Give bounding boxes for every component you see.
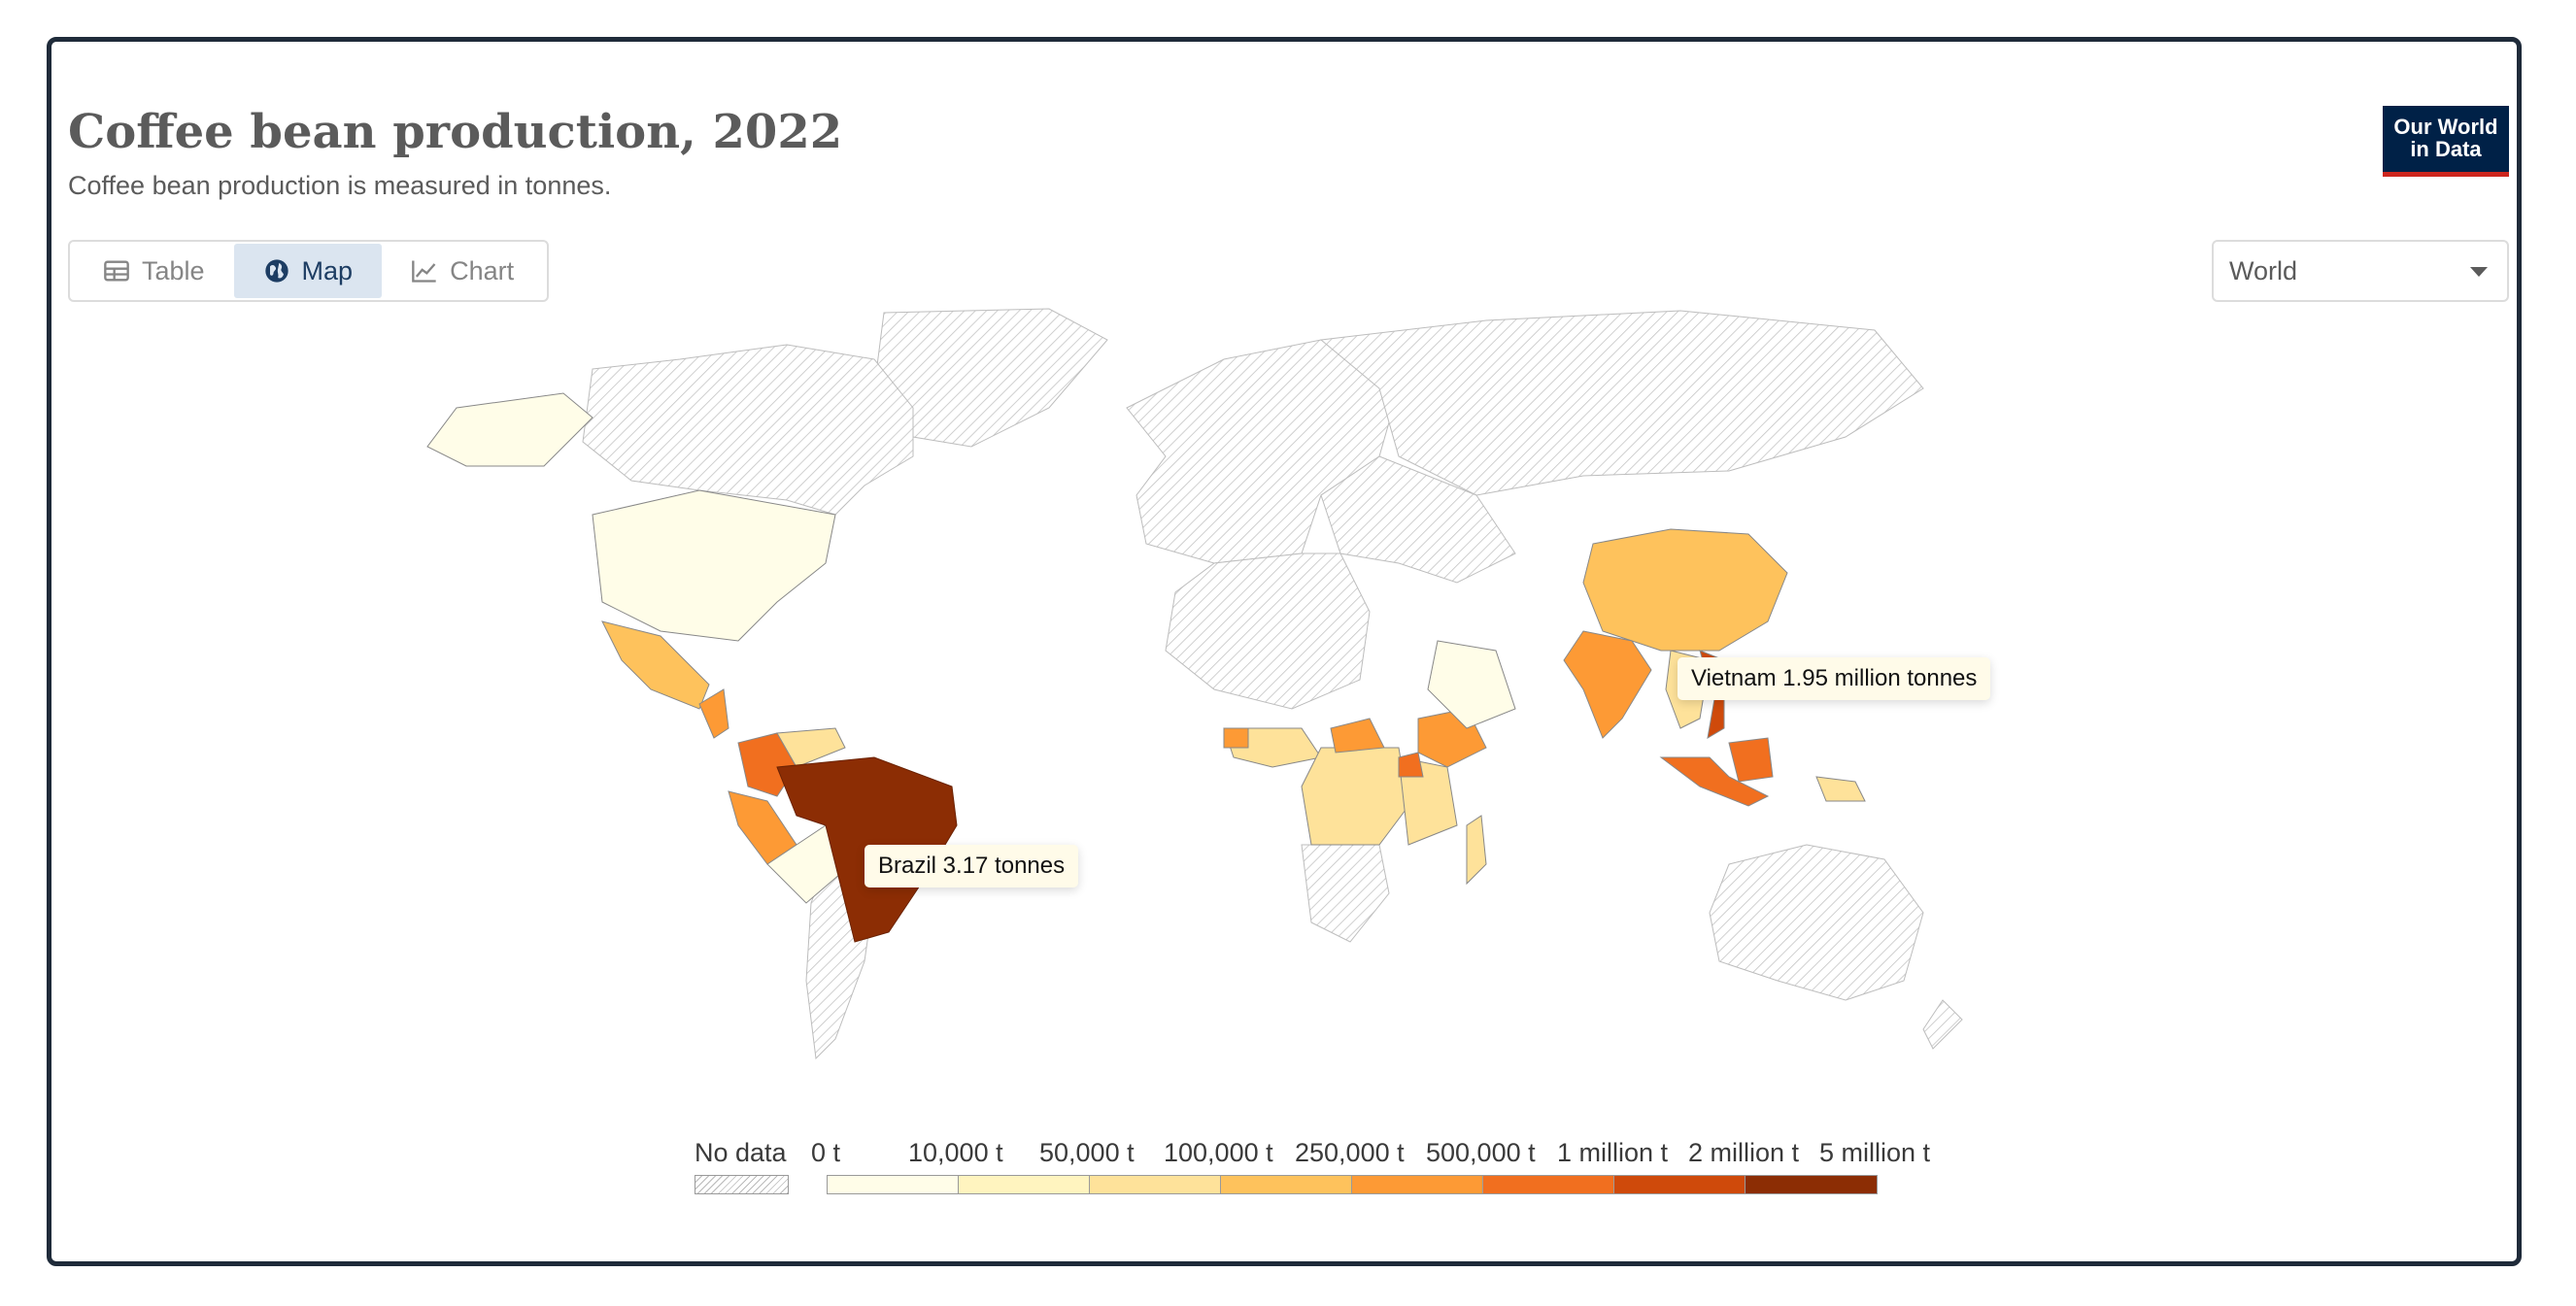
map-canada[interactable]: [582, 344, 914, 516]
logo-line-1: Our World: [2393, 115, 2498, 139]
legend-no-data-label: No data: [695, 1138, 787, 1167]
legend-bin-label: 1 million t: [1557, 1138, 1669, 1167]
legend-bin-label: 5 million t: [1819, 1138, 1931, 1167]
legend-bin-swatch[interactable]: [1090, 1176, 1221, 1193]
legend-bin-label: 10,000 t: [908, 1138, 1003, 1167]
legend-bin-swatch[interactable]: [1746, 1176, 1877, 1193]
page-subtitle: Coffee bean production is measured in to…: [68, 171, 612, 200]
line-chart-icon: [412, 260, 436, 283]
legend-bin-swatch[interactable]: [1352, 1176, 1483, 1193]
map-venezuela[interactable]: [776, 727, 846, 768]
legend-bin-label: 2 million t: [1688, 1138, 1800, 1167]
tab-map-label: Map: [301, 255, 354, 285]
view-tabs: Table Map Chart: [68, 240, 549, 302]
map-new-zealand[interactable]: [1922, 999, 1963, 1050]
map-arabia[interactable]: [1427, 640, 1516, 729]
map-southern-africa[interactable]: [1301, 844, 1390, 943]
tooltip-vietnam: Vietnam 1.95 million tonnes: [1678, 657, 1991, 700]
legend-no-data-swatch[interactable]: [695, 1175, 789, 1194]
legend-bin-label: 250,000 t: [1295, 1138, 1405, 1167]
tab-chart[interactable]: Chart: [382, 244, 543, 298]
owid-logo[interactable]: Our World in Data: [2383, 106, 2509, 177]
legend-bin-label: 0 t: [811, 1138, 841, 1167]
map-east-africa[interactable]: [1398, 756, 1458, 846]
map-india[interactable]: [1563, 630, 1652, 739]
legend-bin-label: 500,000 t: [1426, 1138, 1536, 1167]
map-russia[interactable]: [1319, 310, 1924, 496]
map-europe-africa-north[interactable]: [1126, 339, 1400, 564]
tooltip-brazil: Brazil 3.17 tonnes: [864, 845, 1079, 887]
tab-table-label: Table: [142, 255, 205, 285]
legend-bin-swatch[interactable]: [1614, 1176, 1746, 1193]
legend-bin-label: 50,000 t: [1039, 1138, 1135, 1167]
map-central-africa[interactable]: [1301, 747, 1409, 846]
tab-chart-label: Chart: [450, 255, 515, 285]
map-madagascar[interactable]: [1466, 815, 1487, 886]
globe-icon: [264, 259, 288, 283]
world-map[interactable]: [369, 301, 2215, 1126]
legend-bin-swatch[interactable]: [1221, 1176, 1352, 1193]
map-cote-d-ivoire[interactable]: [1223, 727, 1249, 749]
logo-line-2: in Data: [2410, 137, 2482, 161]
tab-table[interactable]: Table: [74, 244, 234, 298]
map-alaska[interactable]: [426, 392, 593, 467]
region-select-value: World: [2229, 255, 2298, 285]
legend-bin-swatch[interactable]: [828, 1176, 959, 1193]
map-middle-east-central-asia[interactable]: [1320, 455, 1516, 584]
map-borneo-sulawesi[interactable]: [1728, 737, 1774, 783]
map-mexico[interactable]: [601, 620, 710, 710]
region-select[interactable]: World: [2212, 240, 2509, 302]
legend-bin-label: 100,000 t: [1164, 1138, 1273, 1167]
page-title: Coffee bean production, 2022: [68, 105, 843, 159]
legend-color-bar: [827, 1175, 1878, 1194]
map-north-africa[interactable]: [1165, 553, 1371, 710]
map-indonesia[interactable]: [1659, 756, 1770, 807]
chevron-down-icon: [2470, 267, 2488, 277]
legend-bin-swatch[interactable]: [959, 1176, 1090, 1193]
tab-map[interactable]: Map: [233, 244, 383, 298]
legend-bin-swatch[interactable]: [1483, 1176, 1614, 1193]
map-australia[interactable]: [1709, 844, 1924, 1001]
map-central-america[interactable]: [698, 688, 729, 739]
map-papua-new-guinea[interactable]: [1815, 776, 1866, 802]
map-united-states[interactable]: [592, 489, 836, 642]
table-icon: [104, 260, 129, 282]
map-china[interactable]: [1582, 528, 1788, 652]
map-cameroon[interactable]: [1330, 718, 1385, 753]
map-uganda[interactable]: [1398, 752, 1424, 778]
